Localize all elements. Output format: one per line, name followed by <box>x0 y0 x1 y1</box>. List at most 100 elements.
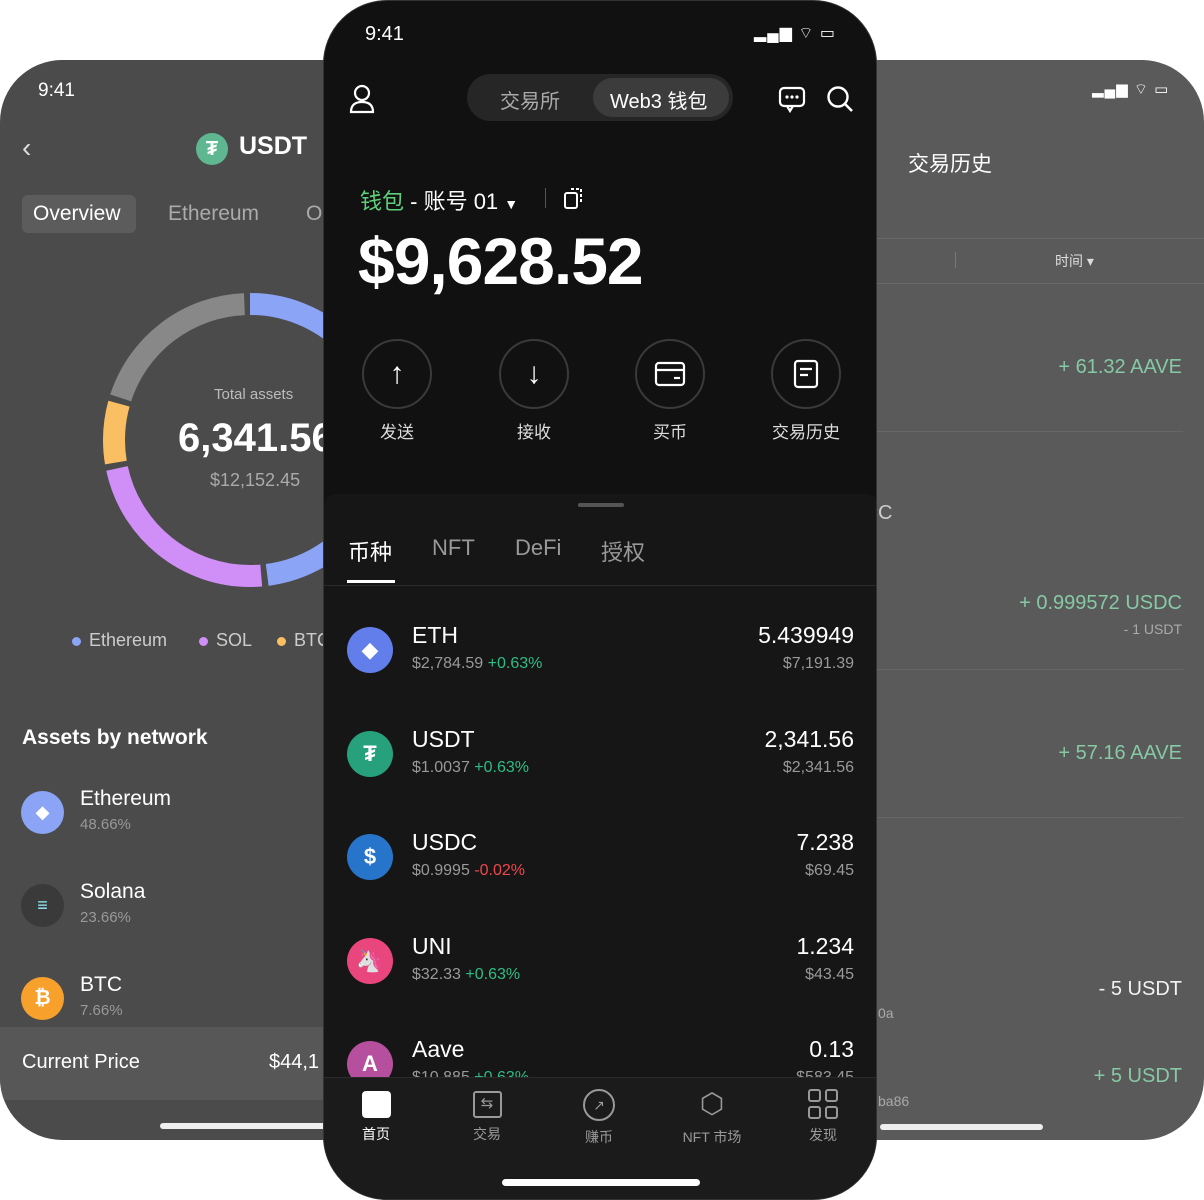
token-amount: 5.439949 <box>758 622 854 648</box>
token-amount: 0.13 <box>809 1036 854 1062</box>
token-price: $32.33 +0.63% <box>412 965 521 983</box>
transaction-sub-amount: - 1 USDT <box>1123 621 1182 637</box>
partial-text: C <box>878 502 893 524</box>
history-label: 交易历史 <box>772 423 840 442</box>
time-filter[interactable]: 时间 ▾ <box>1055 253 1094 269</box>
token-value: $7,191.39 <box>782 655 854 672</box>
token-symbol: Aave <box>412 1036 465 1062</box>
send-button[interactable]: ↑ <box>362 339 432 409</box>
page-title: 交易历史 <box>908 153 992 176</box>
home-indicator <box>502 1179 700 1186</box>
nav-trade[interactable]: ⇆ 交易 <box>437 1087 537 1144</box>
donut-segment-btc <box>103 293 397 587</box>
donut-amount: 6,341.56 <box>178 416 334 460</box>
segment-web3-wallet[interactable]: Web3 钱包 <box>593 78 729 117</box>
home-icon <box>361 1091 391 1118</box>
token-usdt-icon: ₮ <box>347 730 393 777</box>
current-price-label: Current Price <box>22 1051 140 1073</box>
nav-discover[interactable]: 发现 <box>773 1087 873 1145</box>
tab-tokens[interactable]: 币种 <box>348 540 393 565</box>
tab-defi[interactable]: DeFi <box>515 535 562 560</box>
drag-handle[interactable] <box>578 503 624 507</box>
message-icon[interactable] <box>778 85 806 113</box>
status-icons: ▂▄▆ ⌔ ▭ <box>1092 81 1170 98</box>
token-value: $69.45 <box>805 862 854 879</box>
total-balance: $9,628.52 <box>358 224 644 298</box>
tab-ethereum[interactable]: Ethereum <box>168 202 260 225</box>
section-title: Assets by network <box>22 726 208 749</box>
transaction-amount: - 5 USDT <box>1098 978 1182 1000</box>
ethereum-icon: ◆ <box>21 791 64 834</box>
token-symbol: USDC <box>412 829 478 855</box>
status-time: 9:41 <box>38 80 75 101</box>
network-percent: 23.66% <box>80 909 131 926</box>
search-icon[interactable] <box>826 85 854 113</box>
history-button[interactable] <box>771 339 841 409</box>
token-price: $2,784.59 +0.63% <box>412 655 543 672</box>
tab-overview-bg <box>22 195 136 233</box>
exchange-wallet-switch[interactable]: 交易所 Web3 钱包 <box>467 74 733 121</box>
tab-other[interactable]: O <box>306 202 323 225</box>
active-tab-underline <box>347 580 395 583</box>
network-percent: 48.66% <box>80 816 131 833</box>
transaction-amount: + 0.999572 USDC <box>1019 592 1182 614</box>
status-icons: ▂▄▆ ⌔ ▭ <box>754 25 836 42</box>
nav-home[interactable]: 首页 <box>326 1087 426 1144</box>
home-indicator <box>160 1123 360 1129</box>
donut-label: Total assets <box>214 386 294 403</box>
partial-text: 0a <box>878 1005 894 1021</box>
token-eth-icon: ◆ <box>347 627 393 673</box>
token-amount: 7.238 <box>796 829 854 855</box>
token-value: $2,341.56 <box>782 758 854 776</box>
usdt-icon: ₮ <box>196 133 228 165</box>
center-phone-wallet: 9:41 ▂▄▆ ⌔ ▭ 交易所 Web3 钱包 钱包 - 账号 01 ▼ $9… <box>323 0 877 1200</box>
back-icon[interactable]: ‹ <box>22 132 32 163</box>
nav-earn[interactable]: ↗ 赚币 <box>549 1087 649 1147</box>
donut-segment-sol <box>103 293 397 587</box>
swap-icon: ⇆ <box>472 1091 502 1118</box>
token-value: $43.45 <box>805 965 854 983</box>
nav-nft-market[interactable]: ⬡ NFT 市场 <box>682 1088 742 1146</box>
home-indicator <box>880 1124 1043 1130</box>
bitcoin-icon: ₿ <box>21 977 64 1020</box>
token-price: $0.9995 -0.02% <box>412 862 525 879</box>
token-amount: 2,341.56 <box>764 725 854 752</box>
token-symbol: USDT <box>412 725 475 752</box>
document-icon <box>793 359 819 389</box>
network-percent: 7.66% <box>80 1002 123 1019</box>
divider <box>800 669 1183 670</box>
buy-label: 买币 <box>653 423 687 442</box>
transaction-amount: + 57.16 AAVE <box>1058 742 1182 764</box>
copy-icon[interactable] <box>563 186 585 210</box>
token-usdc-icon: $ <box>347 834 393 880</box>
legend-sol: SOL <box>199 630 252 651</box>
tab-nft[interactable]: NFT <box>432 535 475 560</box>
trend-icon: ↗ <box>583 1089 615 1121</box>
network-name: Solana <box>80 880 146 903</box>
transaction-amount: + 61.32 AAVE <box>1058 356 1182 378</box>
legend-ethereum: Ethereum <box>72 630 167 651</box>
legend-btc: BTC <box>277 630 330 651</box>
status-time: 9:41 <box>365 23 404 45</box>
account-selector[interactable]: 钱包 - 账号 01 ▼ <box>360 189 519 214</box>
tab-approvals[interactable]: 授权 <box>601 540 646 565</box>
grid-icon <box>808 1089 838 1119</box>
solana-icon: ≡ <box>21 884 64 927</box>
receive-button[interactable]: ↓ <box>499 339 569 409</box>
segment-exchange[interactable]: 交易所 <box>500 91 560 113</box>
buy-button[interactable] <box>635 339 705 409</box>
receive-label: 接收 <box>517 423 551 442</box>
user-icon[interactable] <box>348 84 376 114</box>
tab-overview[interactable]: Overview <box>33 202 121 225</box>
send-label: 发送 <box>380 423 414 442</box>
network-name: BTC <box>80 973 122 996</box>
token-symbol: ETH <box>412 622 458 648</box>
token-amount: 1.234 <box>796 932 854 959</box>
network-name: Ethereum <box>80 787 172 810</box>
divider <box>800 817 1183 818</box>
token-symbol: UNI <box>412 932 452 959</box>
page-title: USDT <box>239 132 308 160</box>
token-price: $1.0037 +0.63% <box>412 758 530 776</box>
transaction-amount: + 5 USDT <box>1093 1065 1182 1087</box>
hexagon-icon: ⬡ <box>699 1088 725 1119</box>
